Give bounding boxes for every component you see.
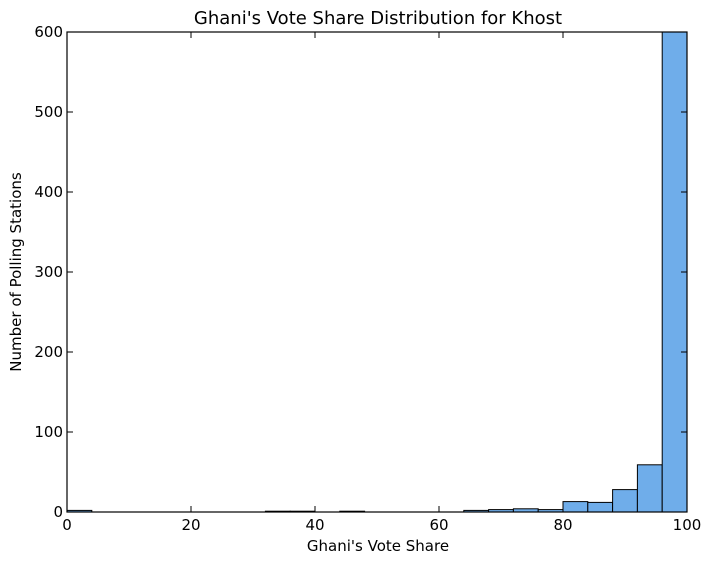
histogram-bar-80-84 [562,501,589,513]
y-tick-label: 200 [34,343,63,361]
bars-group [66,31,688,513]
x-tick-label: 0 [62,516,72,534]
x-tick-label: 80 [553,516,572,534]
x-axis-label: Ghani's Vote Share [307,537,449,555]
x-tick-label: 60 [429,516,448,534]
histogram-bar-92-96 [636,464,663,513]
y-tick-label: 300 [34,263,63,281]
x-tick-label: 20 [181,516,200,534]
x-tick-label: 100 [673,516,702,534]
x-tick-label: 40 [305,516,324,534]
y-tick-label: 100 [34,423,63,441]
y-tick-label: 400 [34,183,63,201]
y-tick-label: 0 [53,503,63,521]
histogram-bar-88-92 [612,489,638,513]
y-tick-label: 500 [34,103,63,121]
plot-area-frame [66,31,688,513]
histogram-bar-84-88 [587,501,614,513]
chart-title: Ghani's Vote Share Distribution for Khos… [194,8,562,29]
ticks-group: 0 20 40 60 80 100 0 100 200 300 400 500 600 [34,23,701,534]
y-tick-label: 600 [34,23,63,41]
y-axis-label: Number of Polling Stations [7,172,25,372]
